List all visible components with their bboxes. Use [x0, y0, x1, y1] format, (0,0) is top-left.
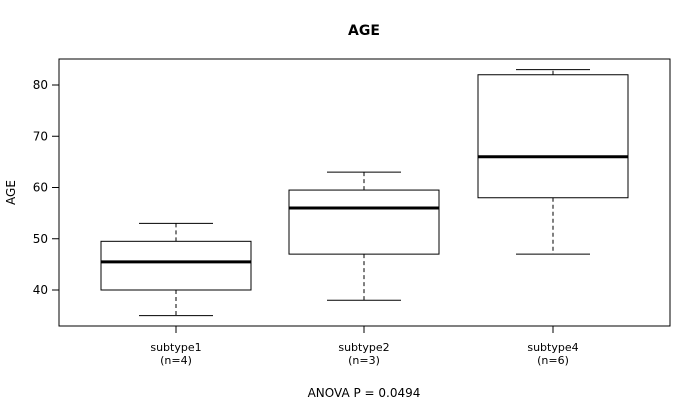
x-category-label: subtype2: [338, 341, 389, 354]
x-category-label: subtype4: [527, 341, 578, 354]
box-subtype4: [477, 69, 629, 255]
x-category-n-label: (n=6): [537, 354, 569, 367]
box-subtype1: [100, 222, 252, 317]
x-category-n-label: (n=3): [348, 354, 380, 367]
chart-title: AGE: [348, 23, 380, 39]
y-axis-label: AGE: [4, 180, 18, 205]
box-series: [100, 69, 629, 317]
y-tick-label: 80: [33, 78, 48, 92]
box-subtype2: [288, 171, 440, 301]
iqr-box: [288, 189, 440, 255]
y-tick-label: 60: [33, 181, 48, 195]
iqr-box: [477, 74, 629, 199]
x-category-n-label: (n=4): [160, 354, 192, 367]
y-tick-label: 50: [33, 232, 48, 246]
x-axis-labels: subtype1(n=4) subtype2(n=3) subtype4(n=6): [150, 326, 579, 367]
anova-pvalue: ANOVA P = 0.0494: [308, 386, 421, 400]
y-axis: 40 50 60 70 80: [33, 78, 59, 297]
x-category-label: subtype1: [150, 341, 201, 354]
iqr-box: [100, 240, 252, 291]
y-tick-label: 70: [33, 129, 48, 143]
y-tick-label: 40: [33, 283, 48, 297]
